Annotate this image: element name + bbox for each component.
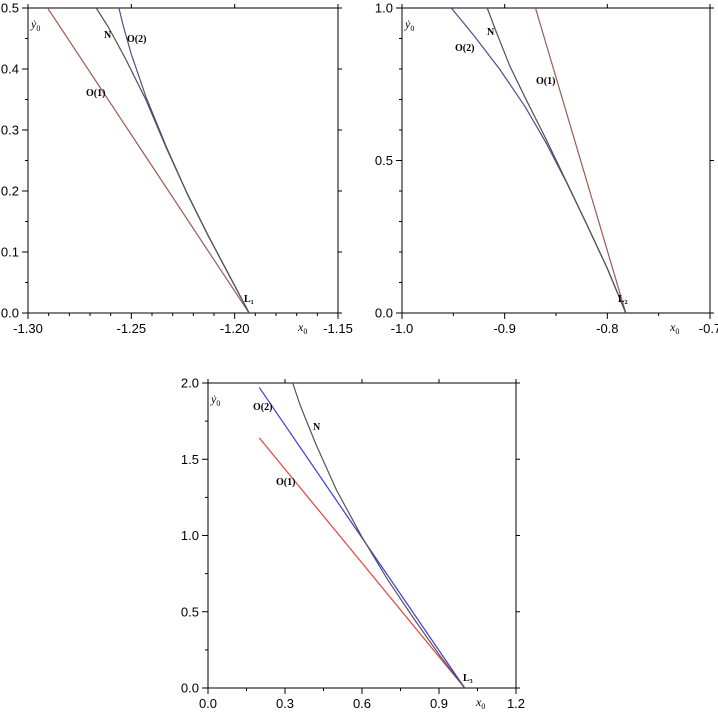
y-tick-label: 0.0 (1, 306, 19, 321)
series-label-o1: O(1) (536, 76, 555, 87)
x-tick-label: 0.6 (353, 696, 371, 711)
y-tick-label: 0.5 (375, 153, 393, 168)
x-axis-subscript: 0 (675, 327, 679, 336)
series-o2-curve (118, 8, 250, 313)
x-tick-label: -0.9 (493, 321, 515, 336)
y-axis-label: ẏ0 (30, 17, 40, 33)
y-axis-label: ẏ0 (210, 392, 220, 408)
series-label-o2: O(2) (253, 402, 272, 413)
series-n-curve (95, 8, 250, 313)
y-axis-subscript: 0 (216, 399, 220, 408)
series-o1-curve (258, 437, 466, 688)
series-o1-curve (47, 8, 250, 313)
x-axis-subscript: 0 (481, 702, 485, 711)
y-tick-label: 1.5 (181, 452, 199, 467)
series-label-n: N (487, 27, 495, 38)
x-tick-label: -1.30 (13, 321, 43, 336)
x-tick-label: -1.0 (391, 321, 413, 336)
x-tick-label: 0.3 (276, 696, 294, 711)
series-label-o1: O(1) (276, 477, 295, 488)
series-label-n: N (104, 30, 112, 41)
point-label: L2 (618, 294, 628, 306)
y-tick-label: 0.5 (181, 604, 199, 619)
y-axis-subscript: 0 (36, 24, 40, 33)
plot-frame (207, 382, 517, 689)
x-axis-label: x0 (475, 695, 485, 711)
series-label-o2: O(2) (127, 34, 146, 45)
series-o2-curve (450, 8, 627, 313)
y-tick-label: 0.0 (181, 681, 199, 696)
series-label-n: N (313, 422, 321, 433)
x-axis-label: x0 (669, 320, 679, 336)
x-tick-label: -1.15 (323, 321, 353, 336)
point-label-subscript: 3 (470, 679, 473, 685)
point-label-subscript: 2 (625, 300, 628, 306)
series-label-o1: O(1) (86, 88, 105, 99)
x-axis-label: x0 (297, 320, 307, 336)
point-label: L1 (244, 294, 254, 306)
x-tick-label: -1.25 (117, 321, 147, 336)
y-tick-label: 1.0 (375, 1, 393, 16)
y-tick-label: 0.2 (1, 184, 19, 199)
x-tick-label: -0.7 (699, 321, 718, 336)
y-tick-label: 2.0 (181, 376, 199, 391)
y-tick-label: 1.0 (181, 528, 199, 543)
chart-panel-3: 0.0 0.3 0.6 0.9 1.2 0.0 0.5 1.0 1.5 2.0 x0 ẏ0 O(1) O(… (181, 376, 525, 712)
chart-panel-2: -1.0 -0.9 -0.8 -0.7 0.0 0.5 1.0 x0 ẏ0 O(1) O(2) N L2 (375, 1, 718, 337)
series-n-curve (486, 8, 627, 313)
y-tick-label: 0.4 (1, 62, 19, 77)
series-o1-curve (534, 8, 627, 313)
series-n-curve (292, 383, 466, 688)
plot-frame (27, 7, 339, 314)
chart-panel-1: -1.30 -1.25 -1.20 -1.15 0.0 0.1 0.2 0.3 0.4 0.5 x0… (1, 1, 353, 337)
x-tick-label: -0.8 (596, 321, 618, 336)
x-tick-label: -1.20 (220, 321, 250, 336)
x-axis-subscript: 0 (303, 327, 307, 336)
y-axis-subscript: 0 (410, 24, 414, 33)
point-label-subscript: 1 (251, 300, 254, 306)
y-tick-label: 0.1 (1, 245, 19, 260)
y-tick-label: 0.0 (375, 306, 393, 321)
series-label-o2: O(2) (455, 43, 474, 54)
y-axis-label: ẏ0 (404, 17, 414, 33)
x-tick-label: 0.9 (430, 696, 448, 711)
x-tick-label: 0.0 (199, 696, 217, 711)
y-tick-label: 0.3 (1, 123, 19, 138)
point-label: L3 (463, 673, 473, 685)
x-tick-label: 1.2 (507, 696, 525, 711)
y-tick-label: 0.5 (1, 1, 19, 16)
